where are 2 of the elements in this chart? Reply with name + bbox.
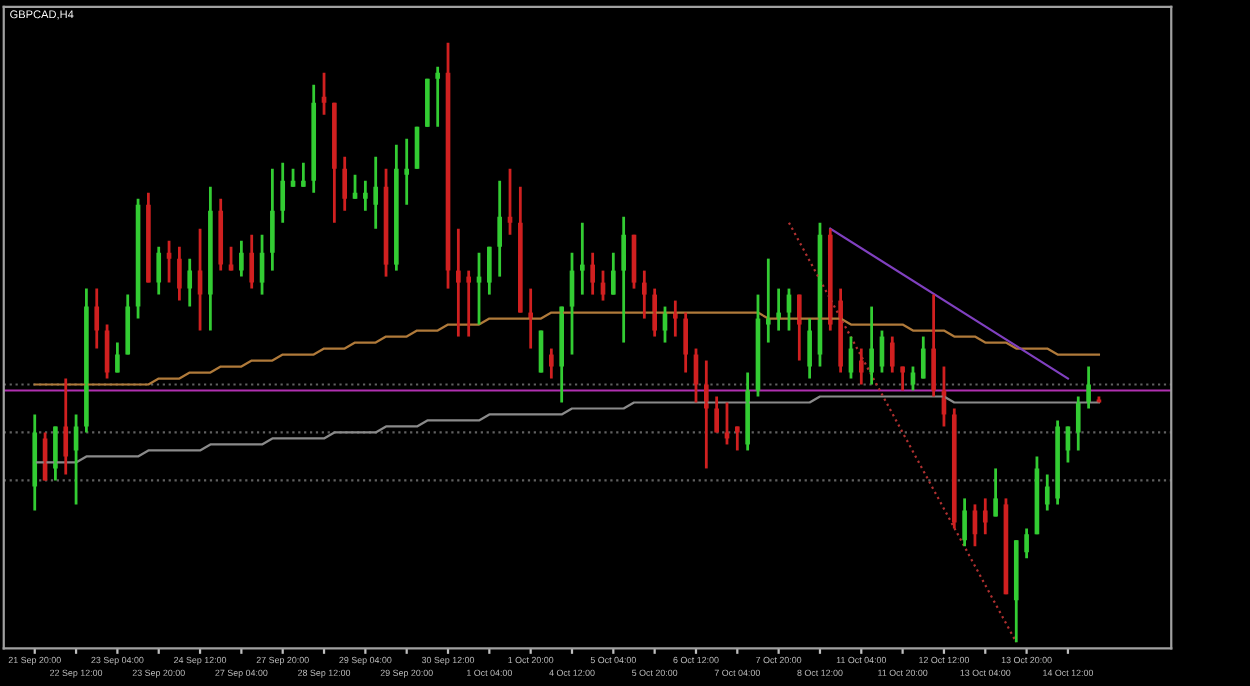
candlestick bbox=[414, 125, 420, 171]
candlestick bbox=[538, 329, 544, 374]
